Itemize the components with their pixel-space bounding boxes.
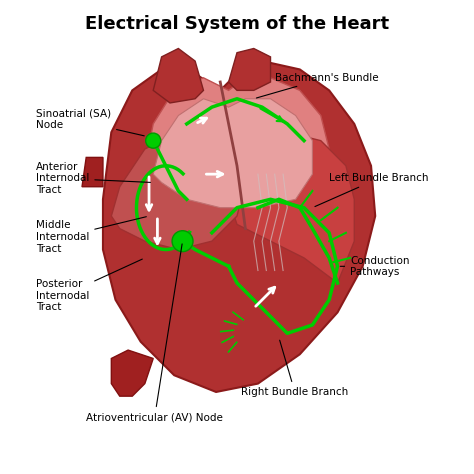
Polygon shape [153, 99, 312, 208]
Polygon shape [145, 78, 329, 216]
Title: Electrical System of the Heart: Electrical System of the Heart [85, 15, 389, 33]
Polygon shape [111, 132, 246, 249]
Circle shape [146, 133, 161, 148]
Text: Middle
Internodal
Tract: Middle Internodal Tract [36, 217, 146, 254]
Circle shape [172, 231, 193, 252]
Polygon shape [103, 61, 375, 392]
Text: Bachmann's Bundle: Bachmann's Bundle [256, 73, 378, 98]
Text: Posterior
Internodal
Tract: Posterior Internodal Tract [36, 259, 142, 312]
Polygon shape [153, 48, 203, 103]
Text: Conduction
Pathways: Conduction Pathways [340, 255, 410, 277]
Text: Right Bundle Branch: Right Bundle Branch [241, 340, 348, 397]
Text: Anterior
Internodal
Tract: Anterior Internodal Tract [36, 162, 150, 195]
Polygon shape [111, 350, 153, 396]
Polygon shape [82, 157, 103, 187]
Text: Left Bundle Branch: Left Bundle Branch [315, 173, 428, 207]
Text: Atrioventricular (AV) Node: Atrioventricular (AV) Node [86, 244, 223, 422]
Polygon shape [228, 132, 354, 283]
Text: Sinoatrial (SA)
Node: Sinoatrial (SA) Node [36, 109, 144, 136]
Polygon shape [228, 48, 271, 91]
